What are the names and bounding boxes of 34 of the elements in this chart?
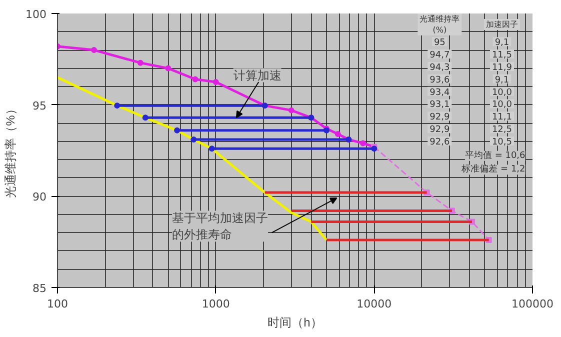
annotation: 标准偏差 = 1,2 [460,164,526,175]
x-tick-label: 100 [47,298,68,310]
annotation: 93,4 [430,88,450,98]
annotation: 10,5 [492,138,512,148]
annotation: 92,6 [430,138,450,148]
y-axis-title: 光通维持率（%） [4,103,18,198]
x-axis-title: 时间（h） [268,316,322,330]
y-tick-label: 90 [32,190,47,204]
x-tick-label: 100000 [512,298,554,310]
annotation: 9,1 [494,38,510,48]
annotation: 10,0 [492,100,512,110]
annotation: 11,5 [492,50,512,61]
annotation: 93,1 [430,100,450,110]
y-tick-label: 85 [32,282,47,295]
annotation: 92,9 [430,112,450,123]
y-tick-label: 100 [26,8,47,21]
x-tick-label: 10000 [356,298,392,310]
annotation: 93,6 [430,75,450,86]
annotation: 9,1 [494,75,510,86]
annotation: 11,9 [492,62,512,73]
annotation: 计算加速 [233,68,282,82]
annotation: 92,9 [430,125,450,136]
annotation: 基于平均加速因子的外推寿命 [172,210,268,242]
annotation: 12,5 [492,125,512,136]
annotation: 94,3 [430,62,450,73]
annotation: 94,7 [430,50,450,61]
annotation: 95 [434,38,446,48]
annotation: 10,0 [492,88,512,98]
x-tick-label: 1000 [202,298,230,310]
y-tick-label: 95 [32,99,47,112]
annotation: 加速因子 [486,20,518,29]
annotation: 11,1 [492,112,512,123]
annotation: 光通维持率 (%) [420,14,460,34]
annotation: 平均值 = 10,6 [464,150,526,161]
